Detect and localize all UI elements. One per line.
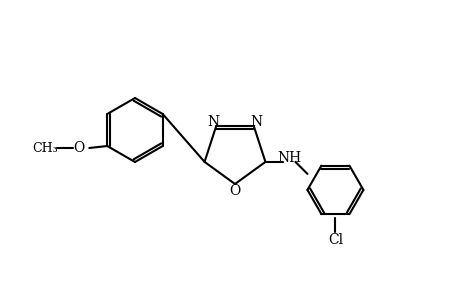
Text: O: O bbox=[229, 184, 240, 198]
Text: O: O bbox=[73, 141, 85, 155]
Text: CH₃: CH₃ bbox=[33, 142, 58, 154]
Text: N: N bbox=[250, 115, 262, 129]
Text: N: N bbox=[207, 115, 219, 129]
Text: Cl: Cl bbox=[327, 233, 342, 247]
Text: NH: NH bbox=[277, 151, 301, 165]
